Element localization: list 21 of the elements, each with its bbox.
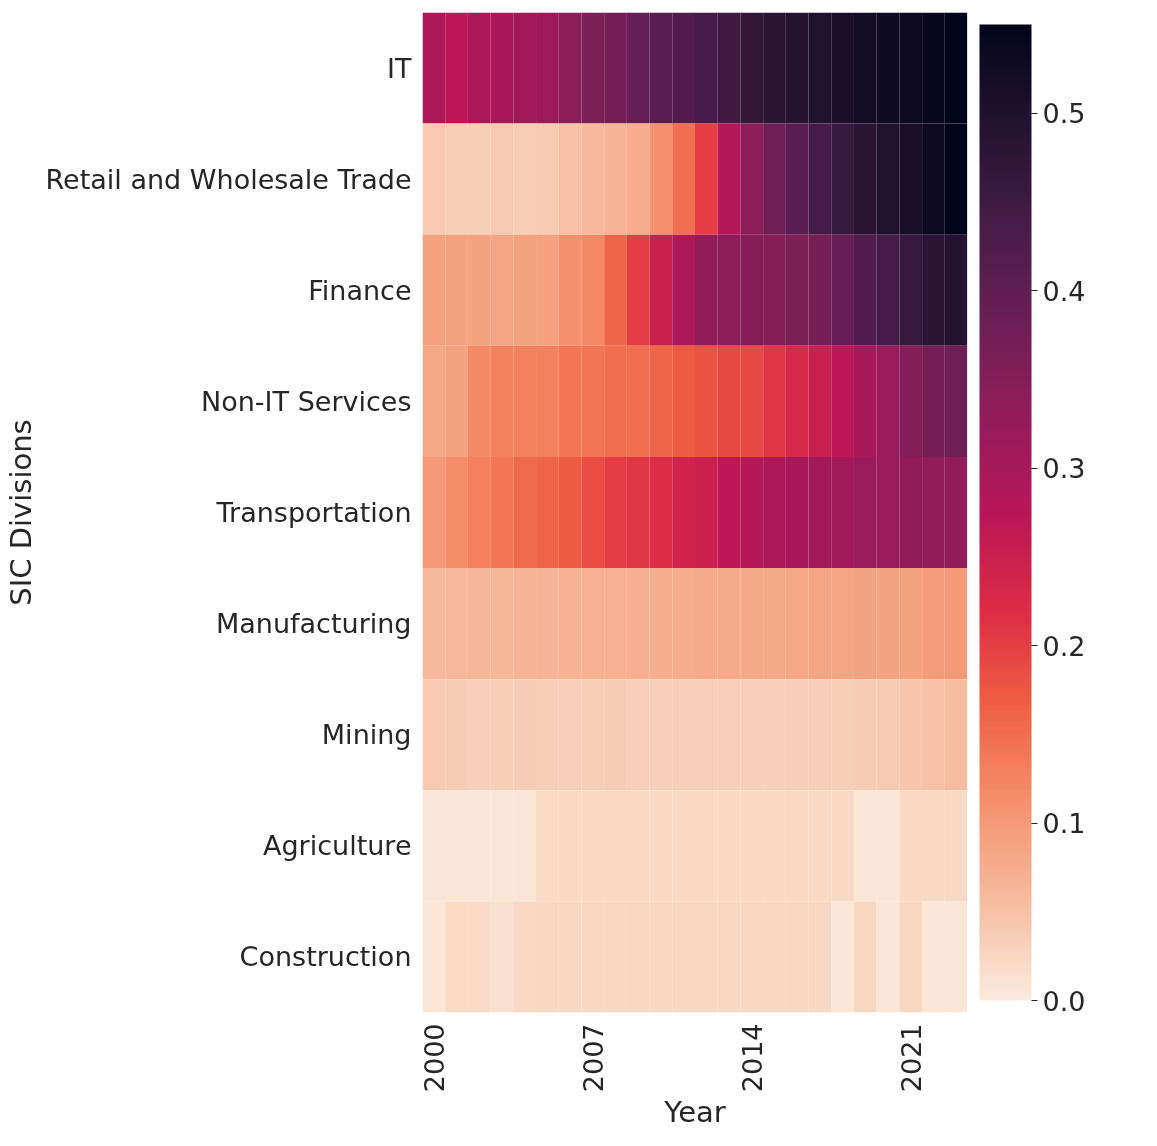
color-bar-label: 0.5 [1042,98,1086,130]
y-tick-label: Non-IT Services [201,385,412,417]
y-tick-label: Mining [321,719,412,751]
x-axis-title: Year [663,1095,726,1130]
y-tick-label: Manufacturing [215,608,412,640]
y-tick-label: Agriculture [263,830,412,862]
color-bar-label: 0.3 [1042,453,1086,485]
x-tick-label: 2014 [736,1023,768,1093]
color-bar-label: 0.1 [1042,808,1086,840]
y-tick-label: IT [387,52,413,84]
color-bar-label: 0.0 [1042,985,1086,1017]
y-tick-label: Finance [308,274,412,306]
color-bar-label: 0.4 [1042,275,1086,307]
x-tick-label: 2000 [418,1023,450,1093]
y-tick-label: Retail and Wholesale Trade [45,163,412,195]
color-bar-label: 0.2 [1042,630,1086,662]
y-tick-label: Construction [239,941,412,973]
y-axis-title: SIC Divisions [3,419,38,606]
x-tick-label: 2007 [577,1023,609,1093]
x-tick-label: 2021 [895,1023,927,1093]
y-tick-label: Transportation [215,497,412,528]
